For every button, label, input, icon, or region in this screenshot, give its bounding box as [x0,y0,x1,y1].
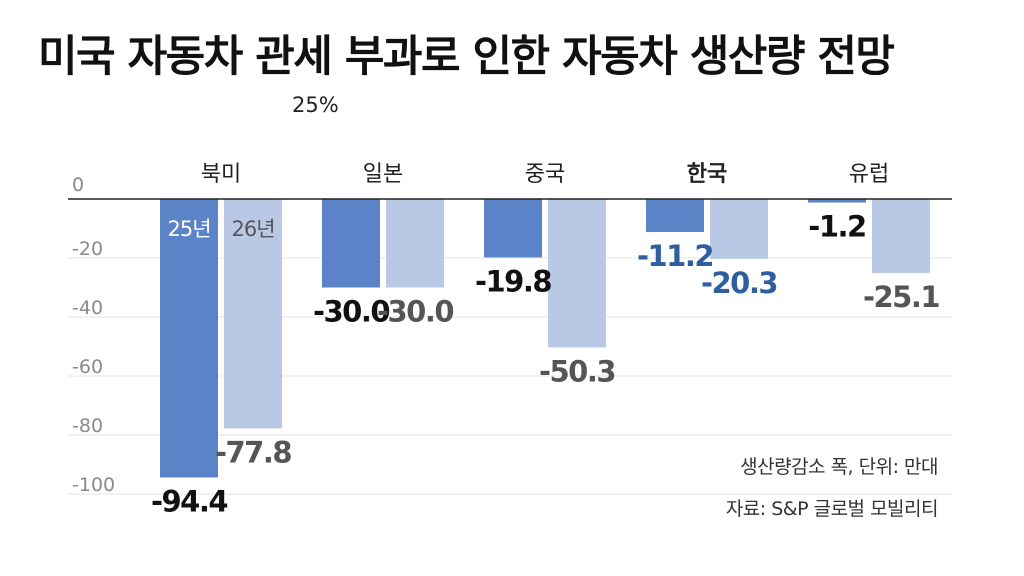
value-label: -50.3 [539,354,615,388]
y-tick-label: -40 [72,297,103,319]
category-label: 한국 [687,162,727,187]
bar [224,199,282,429]
bar [160,199,218,478]
unit-note: 생산량감소 폭, 단위: 만대 [740,456,938,478]
y-tick-label: -60 [72,356,103,378]
bar [710,199,768,259]
bar [322,199,380,288]
category-label: 북미 [201,162,241,187]
chart-subtitle: 25% [292,93,339,117]
y-tick-label: -80 [72,415,103,437]
category-label: 일본 [363,162,403,187]
value-label: -1.2 [808,210,865,244]
value-label: -19.8 [475,264,551,298]
y-tick-label: 0 [72,174,84,196]
bar [548,199,606,348]
category-label: 유럽 [849,162,889,187]
bar [484,199,542,258]
value-label: -11.2 [637,239,713,273]
value-label: -77.8 [215,436,291,470]
value-label: -25.1 [863,280,939,314]
y-tick-label: -20 [72,238,103,260]
value-label: -30.0 [377,295,453,329]
bar [872,199,930,274]
chart-title: 미국 자동차 관세 부과로 인한 자동차 생산량 전망 [38,32,895,82]
source-note: 자료: S&P 글로벌 모빌리티 [725,498,939,520]
value-label: -30.0 [313,295,389,329]
value-label: -20.3 [701,266,777,300]
legend-label: 26년 [231,217,274,241]
legend-label: 25년 [167,217,210,241]
y-tick-label: -100 [72,474,115,496]
category-label: 중국 [525,162,565,187]
bar [808,199,866,203]
bar [646,199,704,233]
value-label: -94.4 [151,484,227,518]
bar [386,199,444,288]
